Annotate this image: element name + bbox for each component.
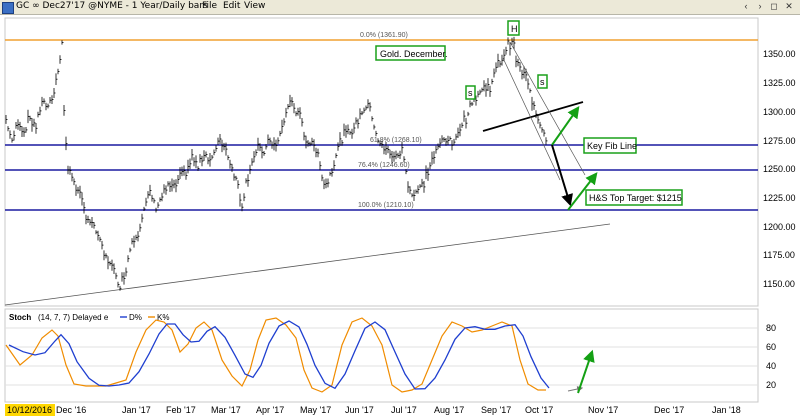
time-tick: Jun '17	[345, 405, 374, 415]
menu-file[interactable]: File	[202, 1, 218, 11]
bull-arrow-icon	[551, 106, 580, 146]
start-date-badge	[5, 404, 55, 416]
legend-d-label: D%	[129, 313, 142, 322]
price-bars	[5, 36, 548, 291]
price-tick: 1150.00	[763, 279, 795, 289]
window-title: GC ∞ Dec27'17 @NYME - 1 Year/Daily bars	[16, 1, 208, 11]
stoch-tick: 20	[766, 380, 776, 390]
stoch-params: (14, 7, 7) Delayed e	[38, 313, 109, 322]
stoch-up-arrow-icon	[577, 349, 595, 394]
stoch-title: Stoch	[9, 313, 31, 322]
time-tick: Dec '17	[654, 405, 684, 415]
stoch-d-line	[8, 320, 550, 390]
time-tick: Aug '17	[434, 405, 464, 415]
fib-764-label: 76.4% (1246.60)	[358, 162, 410, 169]
target-label: H&S Top Target: $1215	[589, 193, 682, 203]
start-date-label: 10/12/2016	[7, 405, 52, 415]
time-tick: Nov '17	[588, 405, 618, 415]
price-panel[interactable]	[4, 17, 759, 307]
target-box	[585, 189, 683, 206]
head-marker-box	[507, 20, 520, 36]
restore-icon[interactable]: ◻	[770, 1, 778, 11]
price-tick: 1250.00	[763, 164, 796, 174]
neckline	[482, 101, 584, 132]
time-tick: May '17	[300, 405, 331, 415]
right-shoulder-box	[537, 74, 548, 89]
stoch-tick: 40	[766, 361, 776, 371]
time-tick: Oct '17	[525, 405, 553, 415]
left-shoulder-box	[465, 85, 476, 100]
price-tick: 1325.00	[763, 78, 796, 88]
gold-label-box	[375, 45, 446, 61]
time-tick: Jan '17	[122, 405, 151, 415]
price-tick: 1200.00	[763, 222, 796, 232]
price-tick: 1350.00	[763, 49, 796, 59]
time-tick: Apr '17	[256, 405, 284, 415]
stoch-tick: 60	[766, 342, 776, 352]
left-shoulder-marker: s	[468, 88, 473, 98]
gold-label: Gold. December.	[380, 49, 448, 59]
menu-view[interactable]: View	[244, 1, 266, 11]
time-tick: Jul '17	[391, 405, 417, 415]
long-term-trendline	[4, 223, 611, 306]
channel-line-upper	[509, 41, 586, 176]
price-tick: 1175.00	[763, 250, 795, 260]
time-tick: Feb '17	[166, 405, 196, 415]
rebound-arrow-icon	[567, 172, 598, 211]
time-tick: Sep '17	[481, 405, 511, 415]
channel-line-lower	[502, 57, 561, 181]
legend-k-label: K%	[157, 313, 169, 322]
fib-618-label: 61.8% (1268.10)	[370, 137, 422, 144]
scroll-right-icon[interactable]: ›	[758, 1, 762, 11]
time-tick: Jan '18	[712, 405, 741, 415]
key-fib-box	[583, 137, 637, 154]
right-shoulder-marker: s	[540, 77, 545, 87]
time-tick: Mar '17	[211, 405, 241, 415]
stoch-axis: 80 60 40 20	[766, 323, 776, 390]
title-bar: GC ∞ Dec27'17 @NYME - 1 Year/Daily bars …	[0, 0, 800, 15]
fib-0-label: 0.0% (1361.90)	[360, 32, 408, 39]
stoch-tick: 80	[766, 323, 776, 333]
price-tick: 1275.00	[763, 136, 796, 146]
price-tick: 1225.00	[763, 193, 796, 203]
head-marker: H	[511, 24, 518, 34]
bear-arrow-icon	[551, 144, 573, 207]
fib-100-label: 100.0% (1210.10)	[358, 202, 414, 209]
app-icon	[2, 2, 14, 14]
stoch-panel[interactable]	[4, 308, 759, 403]
scroll-left-icon[interactable]: ‹	[744, 1, 748, 11]
time-axis: Dec '16 Jan '17 Feb '17 Mar '17 Apr '17 …	[56, 405, 741, 415]
menu-edit[interactable]: Edit	[223, 1, 241, 11]
time-tick: Dec '16	[56, 405, 86, 415]
price-tick: 1300.00	[763, 107, 796, 117]
price-axis: 1350.00 1325.00 1300.00 1275.00 1250.00 …	[763, 49, 796, 289]
key-fib-label: Key Fib Line	[587, 141, 637, 151]
close-icon[interactable]: ✕	[785, 1, 793, 11]
